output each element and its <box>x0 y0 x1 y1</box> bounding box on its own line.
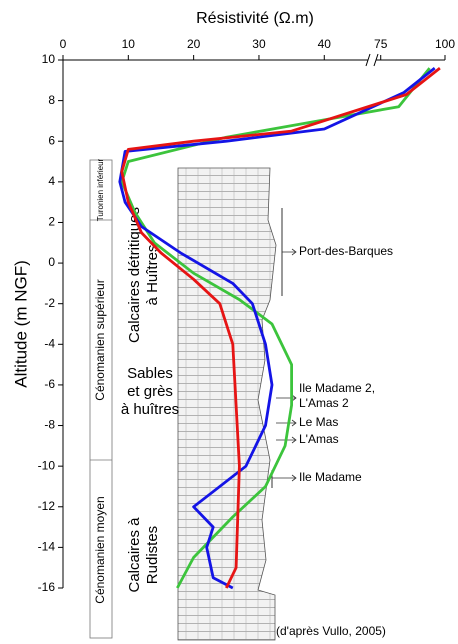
stage-label: Cénomanien supérieur <box>93 279 107 400</box>
y-tick-label: -6 <box>44 377 55 391</box>
y-tick-label: 4 <box>48 174 55 188</box>
x-tick-label: 100 <box>435 37 455 51</box>
y-tick-label: -10 <box>38 458 56 472</box>
lithology-label: Sables <box>127 365 173 382</box>
stratigraphic-column <box>89 159 283 641</box>
y-tick-label: -8 <box>44 418 55 432</box>
lithology-label: Rudistes <box>144 526 161 584</box>
x-tick-label: 40 <box>318 37 332 51</box>
resistivity-curve <box>120 67 431 589</box>
site-arrows <box>272 248 297 482</box>
lithology-label: Calcaires détritiques <box>126 207 143 343</box>
x-tick-label: 10 <box>122 37 136 51</box>
x-tick-label: 75 <box>374 37 388 51</box>
site-label: Ile Madame 2, <box>299 381 375 395</box>
y-tick-label: -16 <box>38 580 56 594</box>
site-label: Le Mas <box>299 415 338 429</box>
x-axis-title: Résistivité (Ω.m) <box>196 10 314 27</box>
y-axis-title: Altitude (m NGF) <box>11 260 30 388</box>
y-tick-label: 6 <box>48 133 55 147</box>
resistivity-curve <box>118 67 436 590</box>
site-label: Ile Madame <box>299 470 362 484</box>
y-tick-label: 2 <box>48 215 55 229</box>
y-tick-label: 10 <box>42 52 56 66</box>
y-tick-label: 0 <box>48 255 55 269</box>
lithology-label: Calcaires à <box>126 517 143 593</box>
y-tick-label: -2 <box>44 296 55 310</box>
source-note: (d'après Vullo, 2005) <box>276 624 386 638</box>
x-tick-label: 0 <box>60 37 67 51</box>
y-tick-label: -12 <box>38 499 56 513</box>
x-tick-label: 30 <box>252 37 266 51</box>
lithology-label: et grès <box>127 383 173 400</box>
y-tick-label: -4 <box>44 336 55 350</box>
y-tick-label: -14 <box>38 540 56 554</box>
stage-label: Cénomanien moyen <box>93 496 107 603</box>
x-tick-label: 20 <box>187 37 201 51</box>
stage-label: Turonien inférieur <box>96 158 105 221</box>
lithology-label: à Huîtres <box>144 245 161 306</box>
site-label: Port-des-Barques <box>299 244 393 258</box>
resistivity-curve <box>120 67 441 589</box>
axis-break <box>365 53 379 67</box>
y-tick-label: 8 <box>48 93 55 107</box>
site-label: L'Amas <box>299 432 339 446</box>
lithology-label: à huîtres <box>121 401 179 418</box>
site-label: L'Amas 2 <box>299 396 349 410</box>
